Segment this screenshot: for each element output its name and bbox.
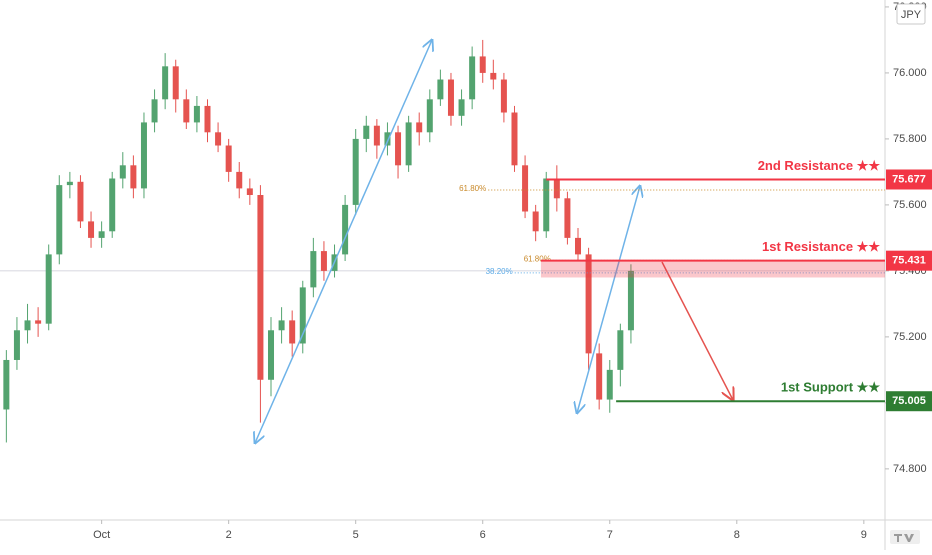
candle-body: [511, 112, 518, 166]
candle-body: [342, 204, 349, 255]
candle-body: [193, 105, 200, 123]
price-badge: [886, 250, 932, 271]
price-badge-label: 75.431: [892, 255, 926, 267]
candle-body: [543, 178, 550, 232]
candle-body: [77, 181, 84, 222]
candle-body: [596, 353, 603, 400]
levels: 61.80% 61.80% 38.20% 2nd Resistance ★★ 75.67…: [459, 158, 932, 412]
candle-body: [183, 99, 190, 123]
fib-label: 38.20%: [486, 267, 513, 276]
candle-body: [109, 178, 116, 232]
candle-body: [458, 99, 465, 116]
candle-body: [225, 145, 232, 172]
price-badge: [886, 391, 932, 412]
price-badge: [886, 169, 932, 190]
logo: [890, 530, 920, 544]
candle-body: [395, 132, 402, 166]
forecast-arrow: [661, 261, 733, 400]
y-tick-label: 75.800: [893, 133, 927, 145]
candle-body: [490, 72, 497, 80]
candle-body: [352, 138, 359, 205]
level-label: 2nd Resistance ★★: [758, 158, 881, 173]
y-tick-label: 75.200: [893, 331, 927, 343]
candle-body: [3, 359, 10, 410]
candle-body: [447, 79, 454, 116]
x-tick-label: 5: [353, 529, 359, 541]
x-tick-label: 9: [861, 529, 867, 541]
currency-label: JPY: [901, 9, 922, 21]
x-tick-label: Oct: [93, 529, 110, 541]
price-badge-label: 75.677: [892, 173, 926, 185]
candle-body: [66, 181, 73, 186]
candle-body: [24, 320, 31, 331]
candle-body: [405, 122, 412, 166]
fib-label: 61.80%: [524, 254, 551, 263]
candle-body: [204, 105, 211, 133]
y-tick-label: 74.800: [893, 463, 927, 475]
currency-badge: [896, 3, 926, 25]
y-tick-label: 75.600: [893, 199, 927, 211]
candle-body: [45, 254, 52, 324]
candle-body: [172, 66, 179, 100]
candle-body: [564, 198, 571, 238]
resistance-zone: [540, 260, 885, 278]
candle-body: [268, 330, 275, 380]
candle-body: [151, 99, 158, 123]
candle-body: [384, 132, 391, 146]
candle-body: [162, 66, 169, 100]
trend-arrow: [255, 40, 432, 443]
candle-body: [416, 122, 423, 133]
candle-body: [500, 79, 507, 113]
candle-body: [310, 251, 317, 288]
candle-body: [56, 185, 63, 255]
level-label: 1st Resistance ★★: [762, 239, 880, 254]
candle-body: [522, 165, 529, 212]
candle-body: [257, 195, 264, 380]
candle-body: [479, 56, 486, 73]
candle-body: [35, 320, 42, 324]
candle-body: [278, 320, 285, 331]
x-tick-label: 6: [480, 529, 486, 541]
candle-body: [553, 178, 560, 199]
candle-body: [469, 56, 476, 100]
trend-arrow: [577, 186, 640, 413]
candle-body: [140, 122, 147, 189]
candle-body: [532, 211, 539, 232]
candle-body: [236, 171, 243, 189]
x-tick-label: 8: [734, 529, 740, 541]
candle-body: [373, 125, 380, 146]
level-label: 1st Support ★★: [781, 380, 880, 395]
candle-body: [13, 330, 20, 360]
candle-body: [215, 132, 222, 146]
candle-body: [627, 270, 634, 331]
y-tick-label: 76.000: [893, 67, 927, 79]
x-tick-label: 2: [226, 529, 232, 541]
candle-body: [119, 165, 126, 179]
candle-body: [606, 369, 613, 400]
candle-body: [246, 188, 253, 195]
candle-body: [575, 237, 582, 255]
plot-area: [0, 39, 885, 443]
candle-body: [437, 79, 444, 100]
candle-body: [320, 251, 327, 271]
candle-body: [98, 231, 105, 238]
price-badge-label: 75.005: [892, 395, 926, 407]
x-tick-label: 7: [607, 529, 613, 541]
candle-body: [88, 221, 95, 238]
candle-body: [363, 125, 370, 139]
fib-label: 61.80%: [459, 184, 486, 193]
candle-body: [617, 330, 624, 370]
candle-body: [289, 320, 296, 344]
candle-body: [426, 99, 433, 133]
candle-body: [130, 165, 137, 189]
